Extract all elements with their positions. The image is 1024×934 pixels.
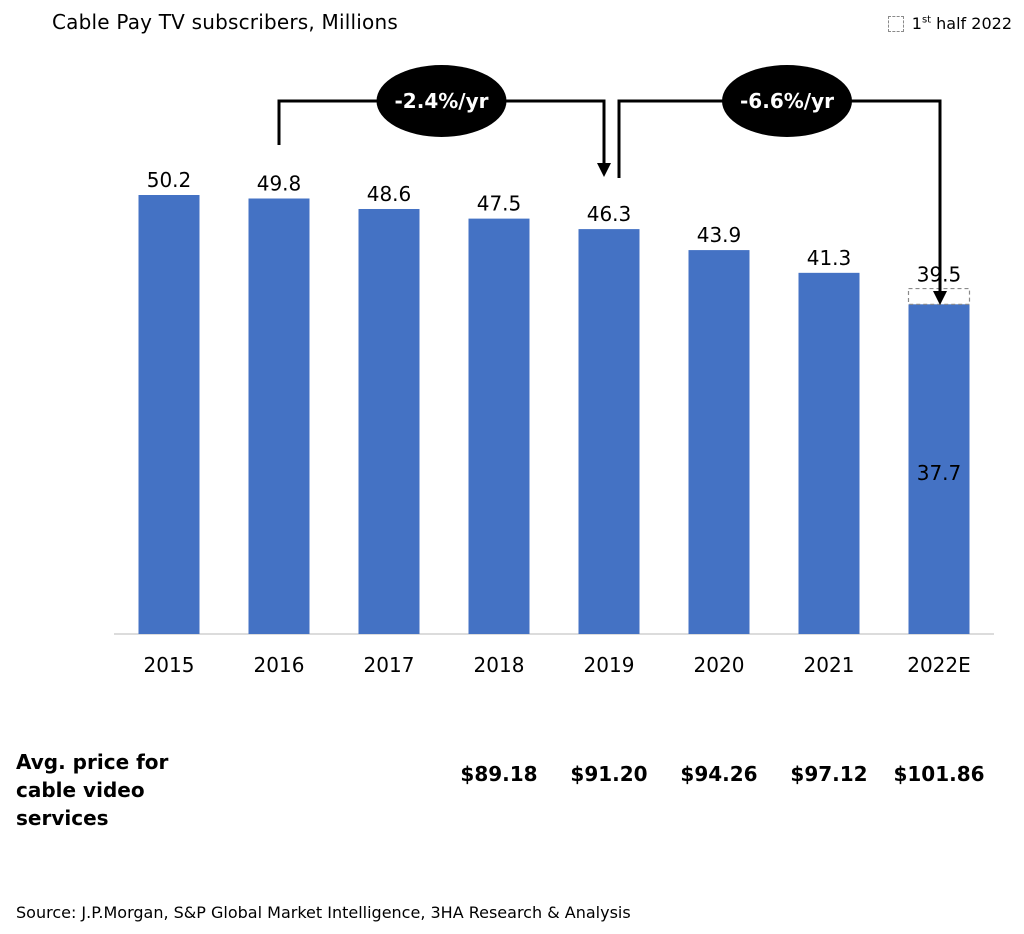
data-label-2015: 50.2: [147, 168, 192, 192]
cagr-annotation-1-ellipse: [376, 65, 507, 137]
legend-swatch-dashed: [887, 15, 904, 32]
bar-2021: [798, 272, 860, 634]
data-label-2022E: 37.7: [917, 461, 962, 485]
price-row-label: Avg. price for cable video services: [16, 750, 169, 830]
x-tick-label-2017: 2017: [364, 653, 415, 677]
legend-label: 1st half 2022: [911, 14, 1012, 33]
bar-2019: [578, 229, 640, 634]
bar-2017: [358, 208, 420, 634]
bar-2015: [138, 195, 200, 634]
data-label-2018: 47.5: [477, 192, 522, 216]
cagr-annotation-2-label: -6.6%/yr: [740, 89, 834, 113]
x-tick-label-2021: 2021: [804, 653, 855, 677]
x-tick-label-2016: 2016: [254, 653, 305, 677]
data-label-2019: 46.3: [587, 202, 632, 226]
x-tick-label-2019: 2019: [584, 653, 635, 677]
x-tick-label-2020: 2020: [694, 653, 745, 677]
data-label-2017: 48.6: [367, 182, 412, 206]
data-label-2016: 49.8: [257, 171, 302, 195]
data-label-2021: 41.3: [807, 246, 852, 270]
x-tick-label-2018: 2018: [474, 653, 525, 677]
data-label-2020: 43.9: [697, 223, 742, 247]
bar-2022E: [908, 304, 970, 634]
source-note: Source: J.P.Morgan, S&P Global Market In…: [16, 903, 631, 922]
cagr-annotation-1-arrowhead: [597, 163, 611, 177]
chart-title: Cable Pay TV subscribers, Millions: [52, 10, 398, 34]
price-2018: $89.18: [460, 762, 538, 786]
bar-2020: [688, 250, 750, 634]
bar-2018: [468, 218, 530, 634]
price-2019: $91.20: [570, 762, 648, 786]
cagr-annotation-2-arrowhead: [933, 291, 947, 305]
legend: 1st half 2022: [887, 14, 1012, 33]
bar-2016: [248, 198, 310, 635]
x-tick-label-2015: 2015: [144, 653, 195, 677]
x-tick-label-2022E: 2022E: [907, 653, 971, 677]
cagr-annotation-2-ellipse: [722, 65, 852, 137]
price-2020: $94.26: [680, 762, 758, 786]
price-2022E: $101.86: [893, 762, 985, 786]
cagr-annotation-1-label: -2.4%/yr: [395, 89, 489, 113]
price-2021: $97.12: [790, 762, 868, 786]
bar-chart: 2015 2016 2017 2018 2019 2020 2021 2022E 50.2 49.…: [114, 65, 994, 677]
